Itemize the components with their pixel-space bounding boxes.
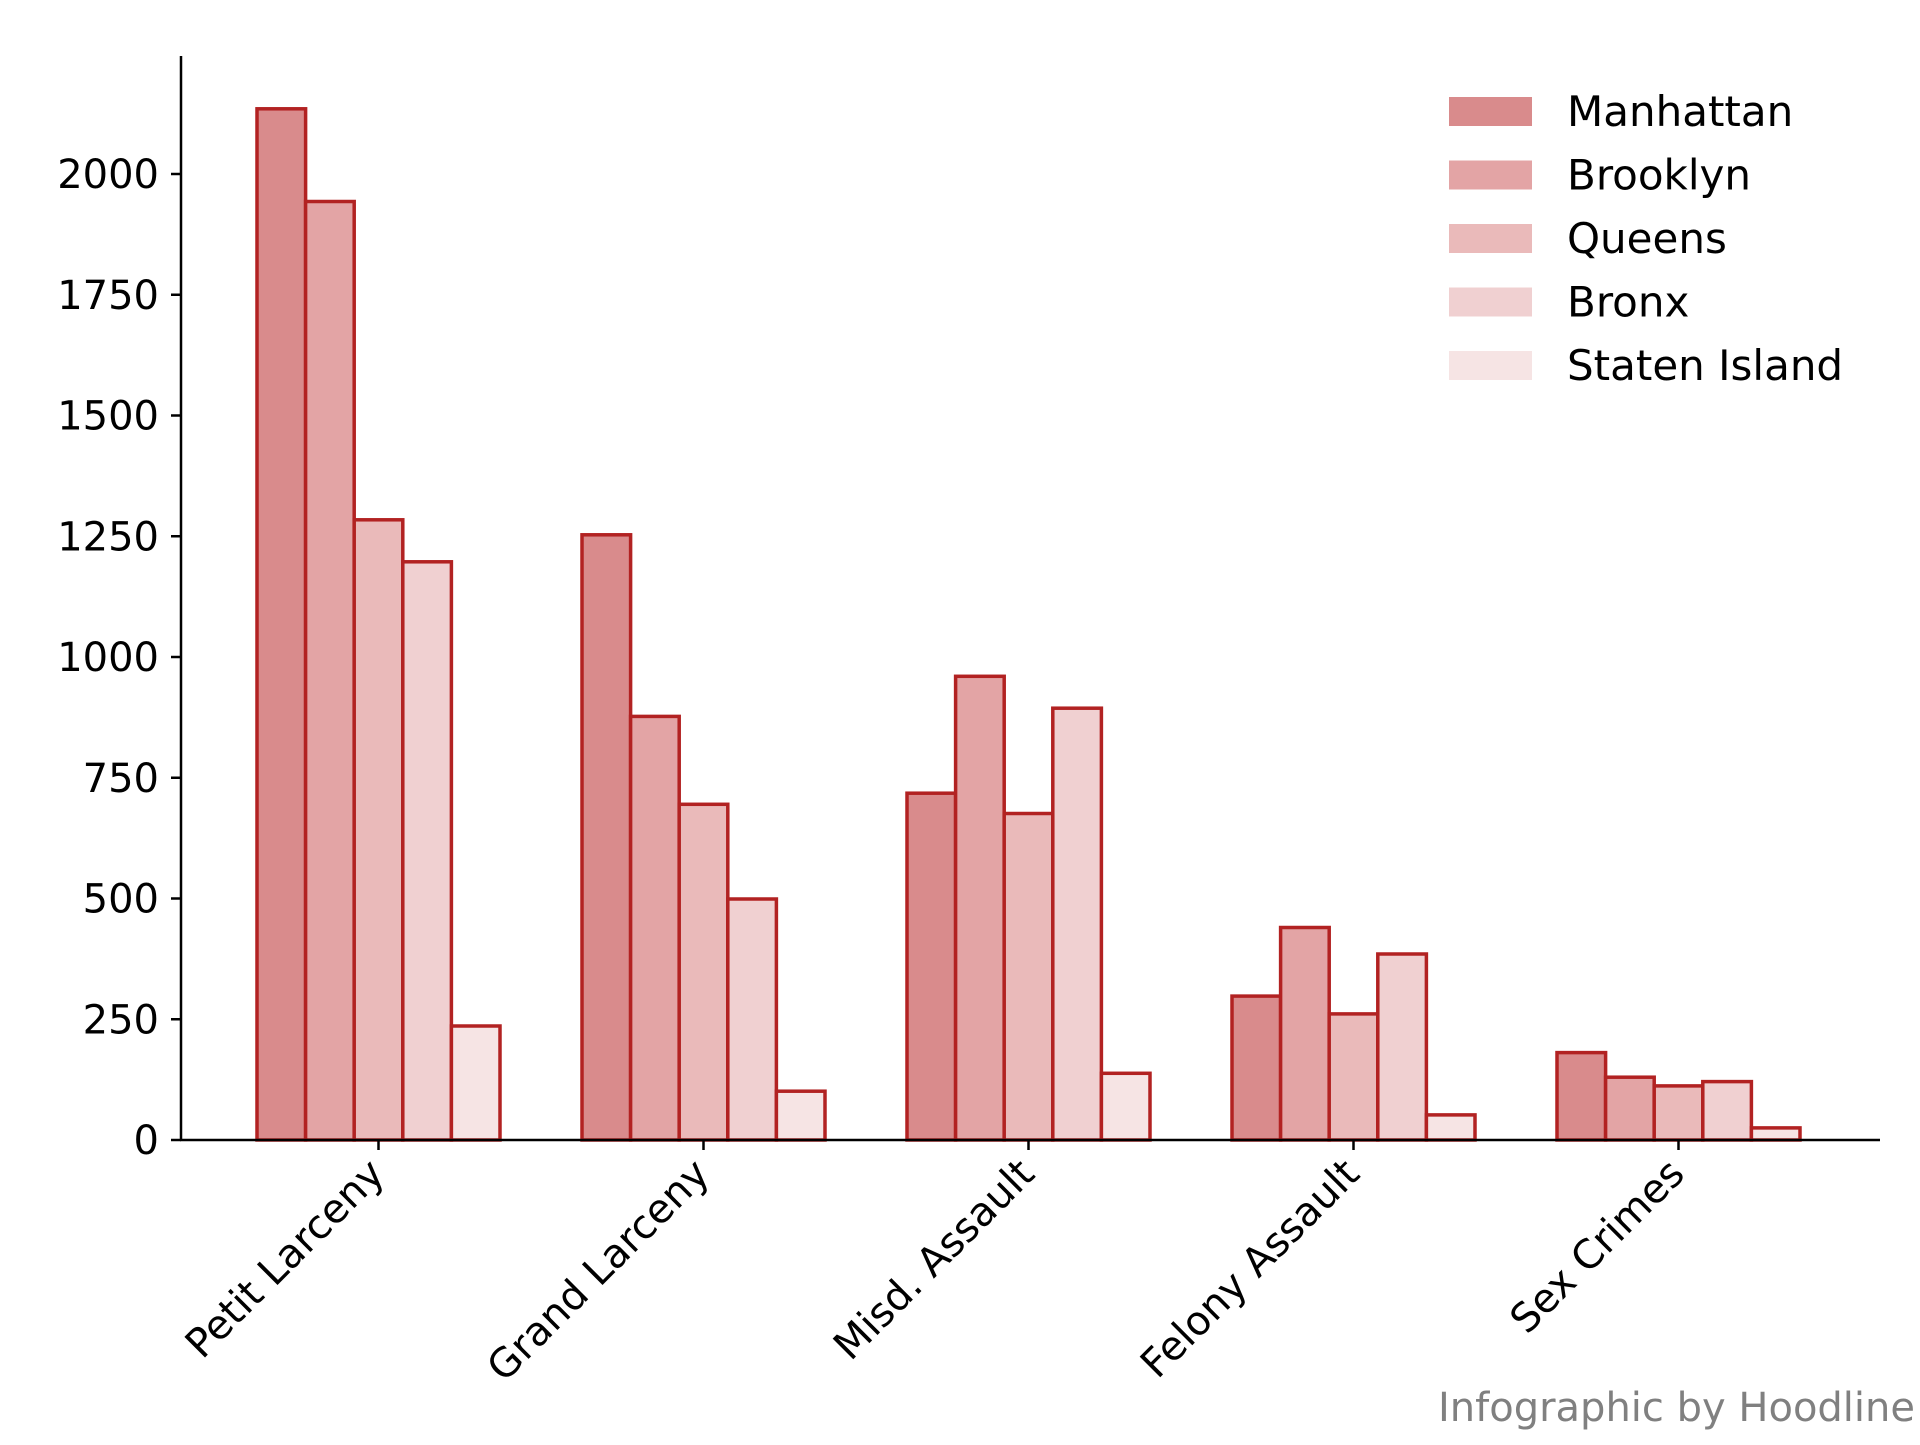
legend-swatch bbox=[1449, 351, 1532, 380]
y-tick-label: 0 bbox=[134, 1118, 159, 1164]
bar-bronx-misd-assault bbox=[1051, 706, 1104, 1142]
bar-queens-grand-larceny bbox=[677, 802, 730, 1142]
bar-brooklyn-grand-larceny bbox=[628, 714, 681, 1142]
bar-brooklyn-misd-assault bbox=[953, 674, 1006, 1142]
bar-queens-felony-assault bbox=[1327, 1012, 1380, 1142]
legend: Manhattan Brooklyn Queens Bronx Staten Islan… bbox=[1449, 87, 1843, 390]
legend-swatch bbox=[1449, 287, 1532, 317]
bar-queens-petit-larceny bbox=[352, 518, 405, 1142]
bar-staten-island-petit-larceny bbox=[449, 1024, 502, 1142]
bar-manhattan-petit-larceny bbox=[255, 107, 308, 1142]
y-tick-label: 1500 bbox=[57, 394, 159, 440]
bar-manhattan-felony-assault bbox=[1230, 994, 1283, 1142]
x-tick-label: Misd. Assault bbox=[825, 1151, 1043, 1369]
y-tick-label: 2000 bbox=[57, 152, 159, 198]
bar-brooklyn-petit-larceny bbox=[303, 199, 356, 1142]
bar-staten-island-grand-larceny bbox=[774, 1089, 827, 1142]
y-tick-label: 750 bbox=[83, 756, 159, 802]
bar-bronx-petit-larceny bbox=[401, 560, 454, 1142]
legend-label: Staten Island bbox=[1567, 341, 1843, 390]
x-tick-label: Grand Larceny bbox=[479, 1151, 719, 1391]
bar-staten-island-sex-crimes bbox=[1749, 1126, 1802, 1142]
x-tick-label: Sex Crimes bbox=[1502, 1151, 1694, 1343]
x-tick-label: Felony Assault bbox=[1132, 1151, 1369, 1388]
x-tick-label: Petit Larceny bbox=[177, 1151, 394, 1368]
legend-label: Queens bbox=[1567, 214, 1727, 263]
bar-bronx-grand-larceny bbox=[726, 897, 779, 1142]
legend-swatch bbox=[1449, 224, 1532, 253]
legend-label: Brooklyn bbox=[1567, 151, 1751, 200]
y-tick-label: 1250 bbox=[57, 514, 159, 560]
bar-manhattan-misd-assault bbox=[905, 791, 958, 1142]
bar-bronx-sex-crimes bbox=[1701, 1079, 1754, 1142]
y-tick-label: 1000 bbox=[57, 635, 159, 681]
bar-manhattan-sex-crimes bbox=[1555, 1050, 1608, 1142]
credit-text: Infographic by Hoodline bbox=[1438, 1385, 1915, 1431]
legend-label: Bronx bbox=[1567, 278, 1689, 327]
legend-label: Manhattan bbox=[1567, 87, 1793, 136]
y-tick-label: 1750 bbox=[57, 273, 159, 319]
y-tick-label: 250 bbox=[83, 997, 159, 1043]
bar-queens-sex-crimes bbox=[1652, 1084, 1705, 1142]
bar-brooklyn-sex-crimes bbox=[1603, 1075, 1656, 1142]
bar-staten-island-misd-assault bbox=[1099, 1071, 1152, 1142]
legend-swatch bbox=[1449, 97, 1532, 126]
legend-swatch bbox=[1449, 160, 1532, 190]
bar-brooklyn-felony-assault bbox=[1278, 925, 1331, 1142]
y-tick-label: 500 bbox=[83, 877, 159, 923]
bar-bronx-felony-assault bbox=[1376, 952, 1429, 1142]
bar-queens-misd-assault bbox=[1002, 811, 1055, 1142]
bars-layer bbox=[255, 107, 1802, 1142]
bar-staten-island-felony-assault bbox=[1424, 1113, 1477, 1142]
bar-manhattan-grand-larceny bbox=[580, 533, 633, 1142]
